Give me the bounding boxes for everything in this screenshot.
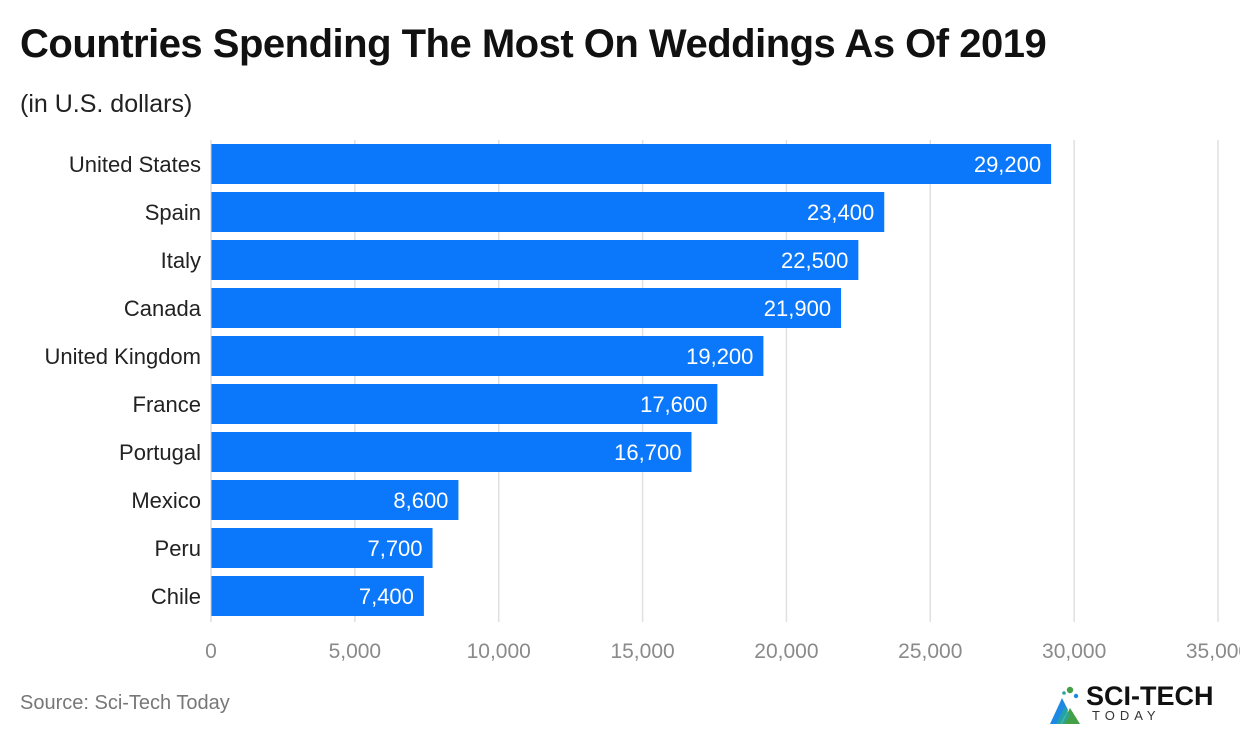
data-label: 8,600 [393,488,448,513]
data-label: 16,700 [614,440,681,465]
category-label: Peru [155,536,201,561]
data-label: 23,400 [807,200,874,225]
data-label: 22,500 [781,248,848,273]
sci-tech-logo-icon [1050,686,1080,724]
x-tick-label: 0 [205,640,217,663]
brand-logo: SCI-TECH TODAY [1046,680,1226,728]
category-label: United States [69,152,201,177]
bar [211,432,692,472]
category-label: Chile [151,584,201,609]
bar [211,288,842,328]
bar [211,144,1052,184]
category-label: United Kingdom [44,344,201,369]
logo-subtext: TODAY [1092,708,1161,723]
bar [211,384,718,424]
bar [211,192,885,232]
chart-subtitle: (in U.S. dollars) [20,90,193,118]
x-tick-label: 30,000 [1042,640,1106,663]
data-label: 7,700 [367,536,422,561]
x-tick-label: 5,000 [329,640,382,663]
category-label: France [133,392,201,417]
logo-name: SCI-TECH [1086,681,1214,711]
bar [211,528,433,568]
data-label: 17,600 [640,392,707,417]
data-label: 29,200 [974,152,1041,177]
x-tick-label: 15,000 [610,640,674,663]
category-label: Spain [145,200,201,225]
chart-title: Countries Spending The Most On Weddings … [20,22,1047,66]
category-label: Mexico [131,488,201,513]
category-label: Portugal [119,440,201,465]
data-label: 19,200 [686,344,753,369]
x-tick-label: 25,000 [898,640,962,663]
source-note: Source: Sci-Tech Today [20,692,230,714]
x-tick-label: 35,000 [1186,640,1240,663]
bar [211,336,764,376]
bar [211,240,859,280]
x-tick-label: 20,000 [754,640,818,663]
data-label: 7,400 [359,584,414,609]
bar [211,576,424,616]
data-label: 21,900 [764,296,831,321]
bar [211,480,459,520]
x-tick-label: 10,000 [467,640,531,663]
category-label: Italy [161,248,201,273]
category-label: Canada [124,296,202,321]
